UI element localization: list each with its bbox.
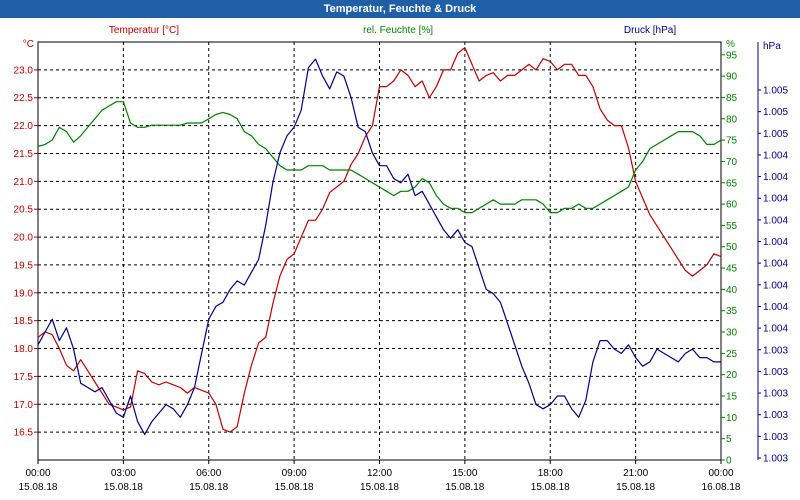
humidity-tick-label: 15 <box>726 392 738 403</box>
pressure-tick-label: 1.005 <box>763 107 788 118</box>
temperature-tick-label: 17.0 <box>14 400 34 411</box>
temperature-tick-label: 21.5 <box>14 149 34 160</box>
temperature-unit-label: °C <box>23 39 34 50</box>
x-tick-label-time: 06:00 <box>196 468 221 479</box>
humidity-tick-label: 10 <box>726 413 738 424</box>
x-tick-label-time: 00:00 <box>25 468 50 479</box>
pressure-tick-label: 1.004 <box>763 324 788 335</box>
pressure-tick-label: 1.003 <box>763 345 788 356</box>
x-tick-label-time: 18:00 <box>538 468 563 479</box>
temperature-tick-label: 16.5 <box>14 428 34 439</box>
pressure-tick-label: 1.005 <box>763 86 788 97</box>
humidity-unit-label: % <box>726 39 735 50</box>
temperature-tick-label: 17.5 <box>14 372 34 383</box>
temperature-tick-label: 22.5 <box>14 93 34 104</box>
humidity-tick-label: 20 <box>726 370 738 381</box>
pressure-tick-label: 1.005 <box>763 129 788 140</box>
humidity-tick-label: 25 <box>726 349 738 360</box>
chart-title: Temperatur, Feuchte & Druck <box>0 0 800 18</box>
pressure-tick-label: 1.004 <box>763 172 788 183</box>
temperature-axis-label: Temperatur [°C] <box>109 25 179 36</box>
humidity-tick-label: 5 <box>726 434 732 445</box>
series-lines <box>37 47 722 435</box>
pressure-tick-label: 1.004 <box>763 280 788 291</box>
x-tick-label-time: 15:00 <box>452 468 477 479</box>
temperature-tick-label: 21.0 <box>14 177 34 188</box>
pressure-tick-label: 1.004 <box>763 150 788 161</box>
grid-lines <box>38 42 721 460</box>
pressure-tick-label: 1.004 <box>763 259 788 270</box>
humidity-tick-label: 85 <box>726 93 738 104</box>
temperature-tick-label: 20.0 <box>14 233 34 244</box>
humidity-axis-label: rel. Feuchte [%] <box>363 25 433 36</box>
axis-labels: °C Temperatur [°C] rel. Feuchte [%] % Dr… <box>23 25 781 52</box>
pressure-tick-label: 1.003 <box>763 367 788 378</box>
x-tick-label-time: 21:00 <box>623 468 648 479</box>
x-tick-label-time: 09:00 <box>282 468 307 479</box>
humidity-tick-label: 45 <box>726 264 738 275</box>
x-tick-label-date: 15.08.18 <box>275 482 314 493</box>
temperature-tick-label: 19.0 <box>14 288 34 299</box>
pressure-tick-label: 1.003 <box>763 432 788 443</box>
x-tick-label-date: 15.08.18 <box>445 482 484 493</box>
pressure-tick-label: 1.004 <box>763 194 788 205</box>
pressure-tick-label: 1.003 <box>763 389 788 400</box>
x-tick-label-date: 15.08.18 <box>104 482 143 493</box>
humidity-tick-label: 40 <box>726 285 738 296</box>
humidity-tick-label: 95 <box>726 50 738 61</box>
x-tick-label-time: 03:00 <box>111 468 136 479</box>
humidity-series-line <box>37 101 722 214</box>
chart: °C Temperatur [°C] rel. Feuchte [%] % Dr… <box>0 18 800 500</box>
humidity-tick-label: 70 <box>726 157 738 168</box>
tick-labels: 00:00 15.08.18 03:00 15.08.18 06:00 15.08.18 0… <box>14 42 788 493</box>
humidity-tick-label: 75 <box>726 136 738 147</box>
x-tick-label-time: 12:00 <box>367 468 392 479</box>
pressure-axis-label: Druck [hPa] <box>624 25 676 36</box>
temperature-tick-label: 19.5 <box>14 260 34 271</box>
temperature-tick-label: 22.0 <box>14 121 34 132</box>
temperature-tick-label: 18.5 <box>14 316 34 327</box>
x-tick-label-date: 15.08.18 <box>189 482 228 493</box>
pressure-tick-label: 1.004 <box>763 237 788 248</box>
humidity-tick-label: 30 <box>726 328 738 339</box>
x-tick-label-date: 15.08.18 <box>616 482 655 493</box>
pressure-tick-label: 1.003 <box>763 454 788 465</box>
x-tick-label-date: 15.08.18 <box>19 482 58 493</box>
x-tick-label-date: 16.08.18 <box>702 482 741 493</box>
humidity-tick-label: 50 <box>726 242 738 253</box>
x-tick-label-time: 00:00 <box>708 468 733 479</box>
temperature-tick-label: 23.0 <box>14 65 34 76</box>
x-tick-label-date: 15.08.18 <box>531 482 570 493</box>
temperature-tick-label: 20.5 <box>14 205 34 216</box>
x-tick-label-date: 15.08.18 <box>360 482 399 493</box>
humidity-tick-label: 80 <box>726 114 738 125</box>
pressure-series-line <box>37 58 721 435</box>
humidity-tick-label: 65 <box>726 178 738 189</box>
temperature-series-line <box>37 47 722 433</box>
pressure-tick-label: 1.003 <box>763 410 788 421</box>
humidity-tick-label: 90 <box>726 72 738 83</box>
humidity-tick-label: 60 <box>726 200 738 211</box>
temperature-tick-label: 18.0 <box>14 344 34 355</box>
pressure-unit-label: hPa <box>763 41 781 52</box>
humidity-tick-label: 0 <box>726 456 732 467</box>
pressure-tick-label: 1.004 <box>763 215 788 226</box>
humidity-tick-label: 55 <box>726 221 738 232</box>
pressure-tick-label: 1.004 <box>763 302 788 313</box>
humidity-tick-label: 35 <box>726 306 738 317</box>
